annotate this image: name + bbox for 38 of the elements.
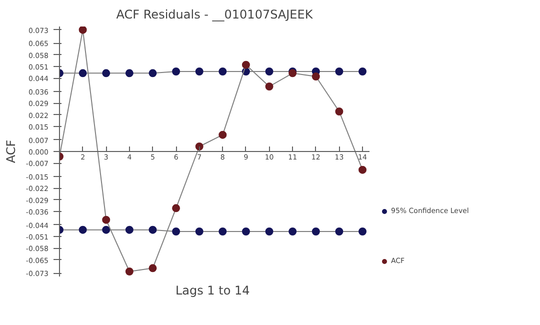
point (148, 226, 157, 234)
point (148, 69, 157, 78)
point (358, 228, 367, 236)
y-axis-title: ACF (4, 140, 18, 164)
point (125, 69, 134, 78)
point (195, 68, 204, 76)
point (78, 26, 87, 34)
x-axis-title: Lags 1 to 14 (175, 284, 250, 298)
point (172, 228, 180, 236)
point (102, 226, 110, 234)
point (102, 69, 110, 78)
point (335, 108, 344, 116)
point (218, 130, 227, 139)
point (242, 228, 250, 236)
point (358, 68, 367, 76)
point (218, 68, 227, 76)
point (242, 60, 250, 69)
point (78, 226, 87, 234)
point (195, 142, 204, 150)
point (265, 82, 274, 90)
point (312, 72, 320, 80)
point (288, 228, 297, 236)
chart-title: ACF Residuals - __010107SAJEEK (116, 8, 314, 22)
point (78, 69, 87, 78)
point (358, 166, 367, 174)
point (218, 228, 227, 236)
point (265, 228, 274, 236)
point (172, 204, 180, 212)
point (335, 228, 344, 236)
point (148, 264, 157, 272)
point (172, 68, 180, 76)
point (125, 268, 134, 276)
point (125, 226, 134, 234)
point (335, 68, 344, 76)
point (195, 228, 204, 236)
point (265, 68, 274, 76)
point (312, 228, 320, 236)
point (102, 216, 110, 224)
